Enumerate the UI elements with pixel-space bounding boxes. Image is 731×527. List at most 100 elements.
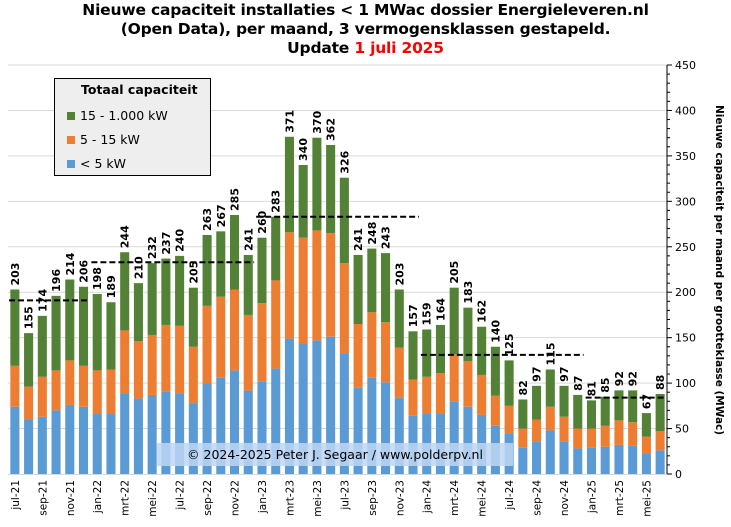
bar-segment-medium xyxy=(92,370,102,415)
total-label: 155 xyxy=(23,306,36,329)
x-tick-label: nov-22 xyxy=(230,480,242,516)
bar-segment-large xyxy=(243,254,253,315)
bar-segment-medium xyxy=(37,376,47,417)
total-label: 81 xyxy=(585,381,598,396)
bar-segment-large xyxy=(545,369,555,407)
x-tick-label: jan-24 xyxy=(422,480,434,514)
bar-segment-small xyxy=(10,406,20,474)
bar-segment-small xyxy=(394,397,404,474)
total-label: 210 xyxy=(132,256,145,279)
total-label: 140 xyxy=(489,319,502,342)
bar-segment-large xyxy=(559,385,569,417)
bar-segment-large xyxy=(161,258,171,325)
bar-segment-medium xyxy=(78,365,89,407)
bar-segment-small xyxy=(133,398,143,474)
bar-segment-large xyxy=(600,396,610,426)
bar-segment-large xyxy=(655,394,665,432)
total-label: 206 xyxy=(78,259,91,282)
bar-segment-small xyxy=(449,401,459,474)
total-label: 196 xyxy=(50,269,63,292)
total-label: 237 xyxy=(160,232,173,255)
bar-segment-large xyxy=(147,263,157,335)
total-label: 362 xyxy=(325,118,338,141)
bar-segment-medium xyxy=(394,347,404,398)
bar-segment-medium xyxy=(298,237,308,345)
legend-swatch-medium xyxy=(67,135,75,144)
bar-segment-small xyxy=(326,336,336,474)
total-label: 205 xyxy=(187,261,200,284)
x-tick-label: sep-23 xyxy=(367,480,379,516)
bar-segment-large xyxy=(188,287,198,347)
total-label: 198 xyxy=(91,267,104,290)
total-label: 162 xyxy=(476,300,489,323)
total-label: 263 xyxy=(201,208,214,231)
total-label: 285 xyxy=(229,188,242,211)
x-tick-label: jul-24 xyxy=(504,480,516,511)
x-tick-label: jan-23 xyxy=(257,480,269,514)
bar-segment-medium xyxy=(24,386,34,420)
bar-segment-small xyxy=(586,447,597,474)
copyright-banner: © 2024-2025 Peter J. Segaar / www.polder… xyxy=(157,443,513,466)
x-tick-label: jan-25 xyxy=(586,480,598,514)
bar-segment-medium xyxy=(490,395,500,426)
bar-segment-medium xyxy=(188,346,198,404)
y-axis-title: Nieuwe capaciteit per maand per groottek… xyxy=(713,105,725,435)
bar-segment-small xyxy=(188,403,198,474)
total-label: 326 xyxy=(338,150,351,173)
bar-segment-small xyxy=(573,448,583,474)
bar-segment-large xyxy=(435,324,445,374)
bar-segment-small xyxy=(600,446,610,474)
bar-segment-large xyxy=(10,289,20,366)
total-label: 267 xyxy=(215,204,228,227)
y-tick-label: 0 xyxy=(675,468,682,481)
bar-segment-medium xyxy=(326,233,336,337)
bar-segment-small xyxy=(559,441,569,474)
bar-segment-large xyxy=(422,329,432,377)
bar-segment-large xyxy=(477,326,487,375)
y-tick-label: 200 xyxy=(675,286,696,299)
x-tick-label: jul-22 xyxy=(175,480,187,511)
total-label: 340 xyxy=(297,138,310,161)
bar-segment-small xyxy=(230,370,240,474)
y-tick-label: 150 xyxy=(675,332,696,345)
bar-segment-medium xyxy=(559,416,569,442)
total-label: 260 xyxy=(256,210,269,233)
x-tick-label: mrt-25 xyxy=(614,480,626,516)
bar-segment-large xyxy=(353,254,363,325)
bar-segment-large xyxy=(133,283,143,342)
bar-segment-large xyxy=(518,399,528,429)
total-label: 244 xyxy=(119,225,132,248)
update-prefix: Update xyxy=(287,39,350,57)
legend-swatch-large xyxy=(67,111,75,120)
y-tick-label: 250 xyxy=(675,241,696,254)
y-tick-label: 400 xyxy=(675,104,696,117)
bar-segment-medium xyxy=(51,370,61,411)
bar-segment-medium xyxy=(202,305,212,384)
bar-segment-medium xyxy=(147,334,157,395)
title-line-2: (Open Data), per maand, 3 vermogensklass… xyxy=(120,20,611,38)
bar-segment-medium xyxy=(271,280,281,369)
legend-item-small: < 5 kW xyxy=(67,156,126,171)
bar-segment-small xyxy=(271,368,281,474)
bar-segment-medium xyxy=(408,379,418,416)
bar-segment-small xyxy=(65,404,75,474)
x-tick-label: nov-23 xyxy=(394,480,406,516)
bar-segment-small xyxy=(312,340,322,474)
legend-title: Totaal capaciteit xyxy=(81,82,198,97)
bars xyxy=(10,136,665,474)
total-label: 205 xyxy=(448,261,461,284)
total-label: 214 xyxy=(64,252,77,275)
bar-segment-large xyxy=(37,315,47,377)
bar-segment-medium xyxy=(216,296,226,378)
bar-segment-large xyxy=(463,307,473,362)
bar-segment-large xyxy=(257,237,267,304)
bar-segment-medium xyxy=(532,419,542,442)
bar-segment-medium xyxy=(339,263,349,354)
bar-segment-small xyxy=(298,344,308,474)
bar-segment-large xyxy=(271,216,281,281)
total-label: 370 xyxy=(311,110,324,133)
total-label: 88 xyxy=(654,375,667,390)
total-label: 243 xyxy=(380,226,393,249)
bar-segment-large xyxy=(65,279,75,361)
